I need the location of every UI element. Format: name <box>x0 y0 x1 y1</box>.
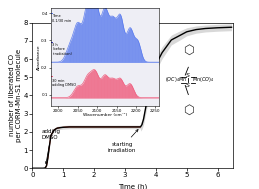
Text: $Mn(CO)_4$: $Mn(CO)_4$ <box>192 75 214 84</box>
Text: $S$: $S$ <box>185 81 191 89</box>
Text: ⬡: ⬡ <box>183 104 194 116</box>
X-axis label: Time (h): Time (h) <box>118 184 147 189</box>
Text: 3 h
(before
irradiation): 3 h (before irradiation) <box>52 43 72 56</box>
Text: $S$: $S$ <box>185 71 191 79</box>
Text: starting
irradiation: starting irradiation <box>108 129 138 153</box>
Text: Time
0.1/30 min: Time 0.1/30 min <box>52 14 71 23</box>
X-axis label: Wavenumber (cm⁻¹): Wavenumber (cm⁻¹) <box>83 113 127 117</box>
Y-axis label: Absorbance: Absorbance <box>37 44 40 70</box>
Text: 30 min
adding DMSO: 30 min adding DMSO <box>52 79 76 87</box>
Text: $(OC)_4Mn$: $(OC)_4Mn$ <box>165 75 187 84</box>
Y-axis label: number of liberated CO
per CORM-Mn-S1 molecule: number of liberated CO per CORM-Mn-S1 mo… <box>9 49 22 142</box>
Text: adding
DMSO: adding DMSO <box>42 129 61 164</box>
Text: ⬡: ⬡ <box>183 43 194 57</box>
